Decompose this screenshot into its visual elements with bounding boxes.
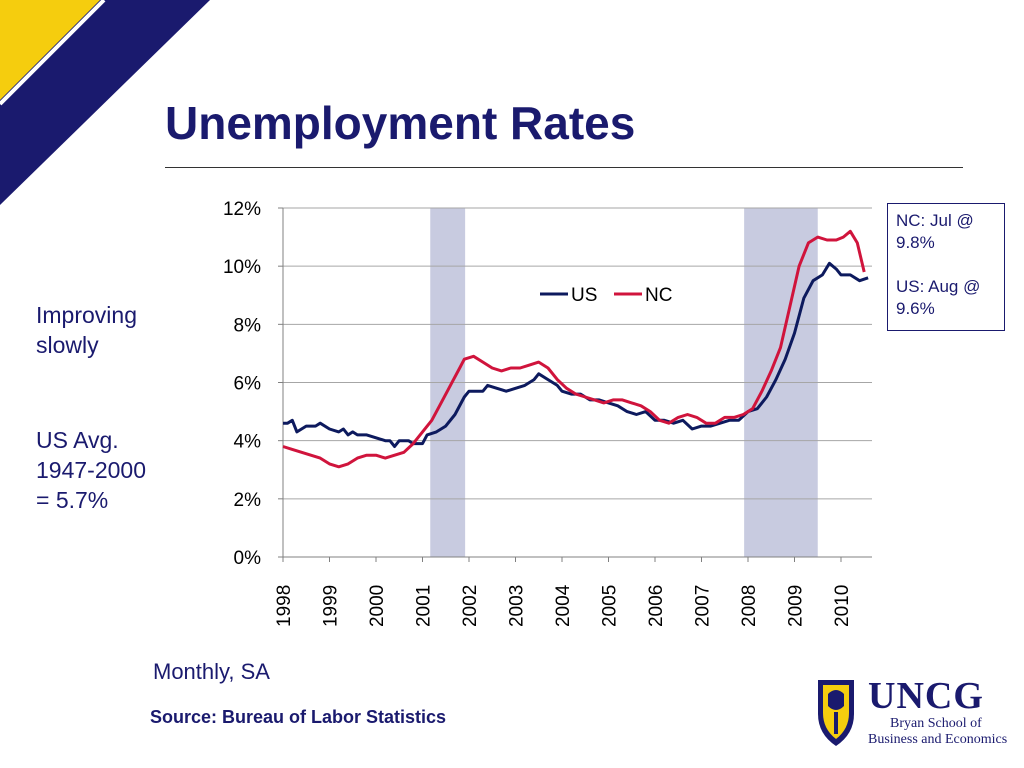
- x-tick-label: 2005: [599, 585, 620, 627]
- x-tick-label: 1998: [274, 585, 295, 627]
- y-tick-label: 10%: [223, 257, 261, 278]
- corner-white-stripe: [0, 0, 106, 106]
- corner-yellow-triangle: [0, 0, 100, 100]
- y-tick-label: 8%: [234, 315, 262, 336]
- x-tick-label: 2001: [413, 585, 434, 627]
- series-line-nc: [282, 229, 866, 469]
- logo-line1: Bryan School of: [890, 716, 982, 731]
- note-us-average: US Avg. 1947-2000 = 5.7%: [36, 427, 146, 513]
- x-tick-label: 2000: [367, 585, 388, 627]
- x-tick-label: 2009: [785, 585, 806, 627]
- y-tick-label: 0%: [234, 548, 262, 569]
- y-tick-label: 12%: [223, 199, 261, 220]
- spartan-logo-icon: [818, 680, 854, 746]
- frequency-label: Monthly, SA: [153, 659, 270, 684]
- x-tick-label: 1999: [320, 585, 341, 627]
- y-tick-label: 6%: [234, 374, 262, 395]
- legend-label-us: US: [571, 285, 597, 306]
- corner-decoration: [0, 0, 210, 205]
- x-tick-label: 2010: [832, 585, 853, 627]
- callout-us: US: Aug @ 9.6%: [896, 277, 981, 318]
- x-tick-label: 2004: [553, 584, 574, 627]
- source-label: Source: Bureau of Labor Statistics: [150, 707, 447, 727]
- latest-values-callout: NC: Jul @ 9.8% US: Aug @ 9.6%: [887, 203, 1005, 331]
- series-line-us: [283, 261, 869, 448]
- title-rule: [165, 167, 963, 168]
- y-tick-label: 4%: [234, 432, 262, 453]
- page-title: Unemployment Rates: [165, 97, 636, 149]
- legend-label-nc: NC: [645, 285, 672, 306]
- x-tick-label: 2008: [739, 585, 760, 627]
- logo-name: UNCG: [868, 675, 984, 717]
- x-tick-label: 2003: [506, 585, 527, 627]
- uncg-logo: UNCG Bryan School of Business and Econom…: [808, 672, 1008, 752]
- logo-line2: Business and Economics: [868, 732, 1008, 747]
- y-tick-label: 2%: [234, 490, 262, 511]
- x-tick-label: 2007: [692, 585, 713, 627]
- x-tick-label: 2006: [646, 585, 667, 627]
- callout-nc: NC: Jul @ 9.8%: [896, 211, 974, 252]
- note-improving: Improving slowly: [36, 302, 137, 358]
- x-tick-label: 2002: [460, 585, 481, 627]
